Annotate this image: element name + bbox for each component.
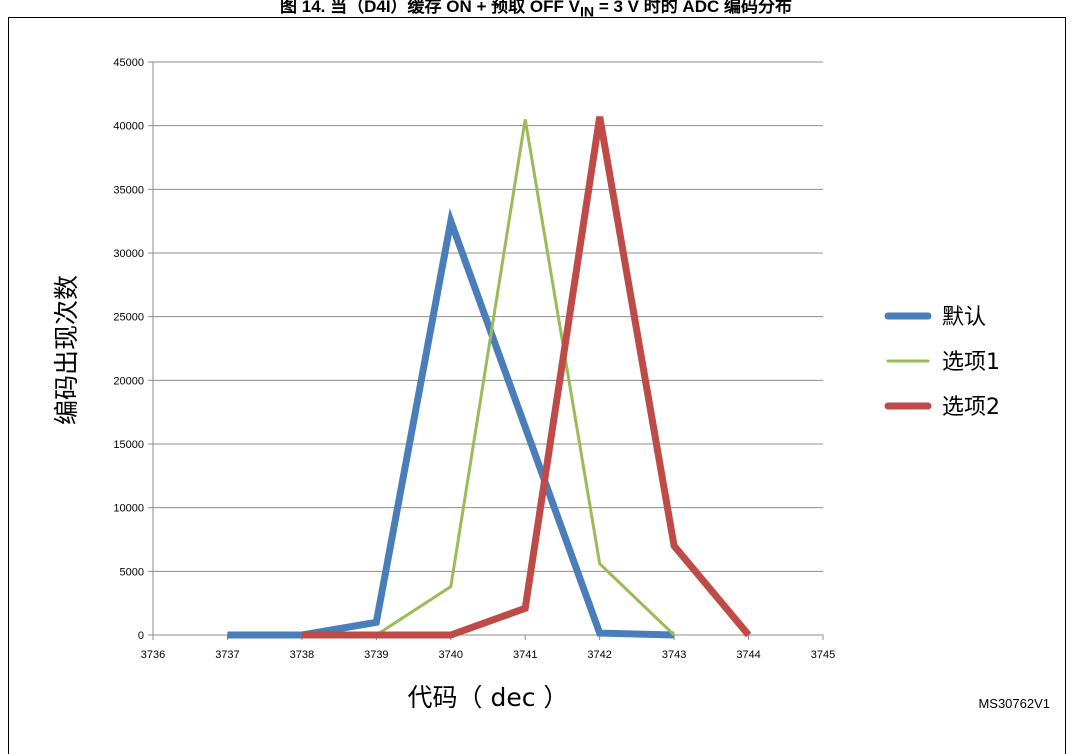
x-tick-label: 3741 <box>513 649 537 661</box>
y-tick-label: 20000 <box>113 375 144 387</box>
figure-id: MS30762V1 <box>978 696 1050 711</box>
x-axis-title: 代码（ dec ） <box>408 683 569 712</box>
series-line-1 <box>227 207 675 639</box>
y-tick-label: 40000 <box>113 121 144 133</box>
legend-label-2: 选项1 <box>942 350 1000 375</box>
figure-title-rest: = 3 V 时的 ADC 编码分布 <box>594 0 792 16</box>
figure-title: 图 14. 当（D4I）缓存 ON + 预取 OFF VIN = 3 V 时的 … <box>0 0 1072 20</box>
tick-labels: 0 5000 10000 15000 20000 25000 30000 35000 40000… <box>113 57 835 661</box>
figure-frame <box>8 17 1066 754</box>
y-tick-label: 30000 <box>113 248 144 260</box>
figure-title-main: 图 14. 当（D4I）缓存 ON + 预取 OFF V <box>280 0 580 16</box>
x-tick-label: 3737 <box>215 649 239 661</box>
x-tick-label: 3740 <box>439 649 463 661</box>
gridlines <box>153 61 823 572</box>
legend-label-3: 选项2 <box>942 395 1000 420</box>
x-tick-label: 3745 <box>811 649 835 661</box>
y-tick-label: 5000 <box>120 566 144 578</box>
y-tick-label: 0 <box>138 630 144 642</box>
x-tick-label: 3742 <box>587 649 611 661</box>
x-tick-label: 3736 <box>141 649 165 661</box>
legend-label-1: 默认 <box>942 305 986 330</box>
series-line-3 <box>301 116 752 639</box>
axes <box>148 61 824 640</box>
figure-title-subscript: IN <box>579 4 595 21</box>
y-tick-label: 10000 <box>113 503 144 515</box>
x-tick-label: 3738 <box>290 649 314 661</box>
y-tick-label: 25000 <box>113 312 144 324</box>
x-tick-label: 3744 <box>736 649 760 661</box>
y-tick-label: 35000 <box>113 184 144 196</box>
series-line-2 <box>375 119 676 637</box>
x-tick-label: 3739 <box>364 649 388 661</box>
y-tick-label: 45000 <box>113 57 144 69</box>
series-lines <box>227 116 752 639</box>
x-tick-label: 3743 <box>662 649 686 661</box>
y-tick-label: 15000 <box>113 439 144 451</box>
y-axis-title: 编码出现次数 <box>52 275 81 425</box>
